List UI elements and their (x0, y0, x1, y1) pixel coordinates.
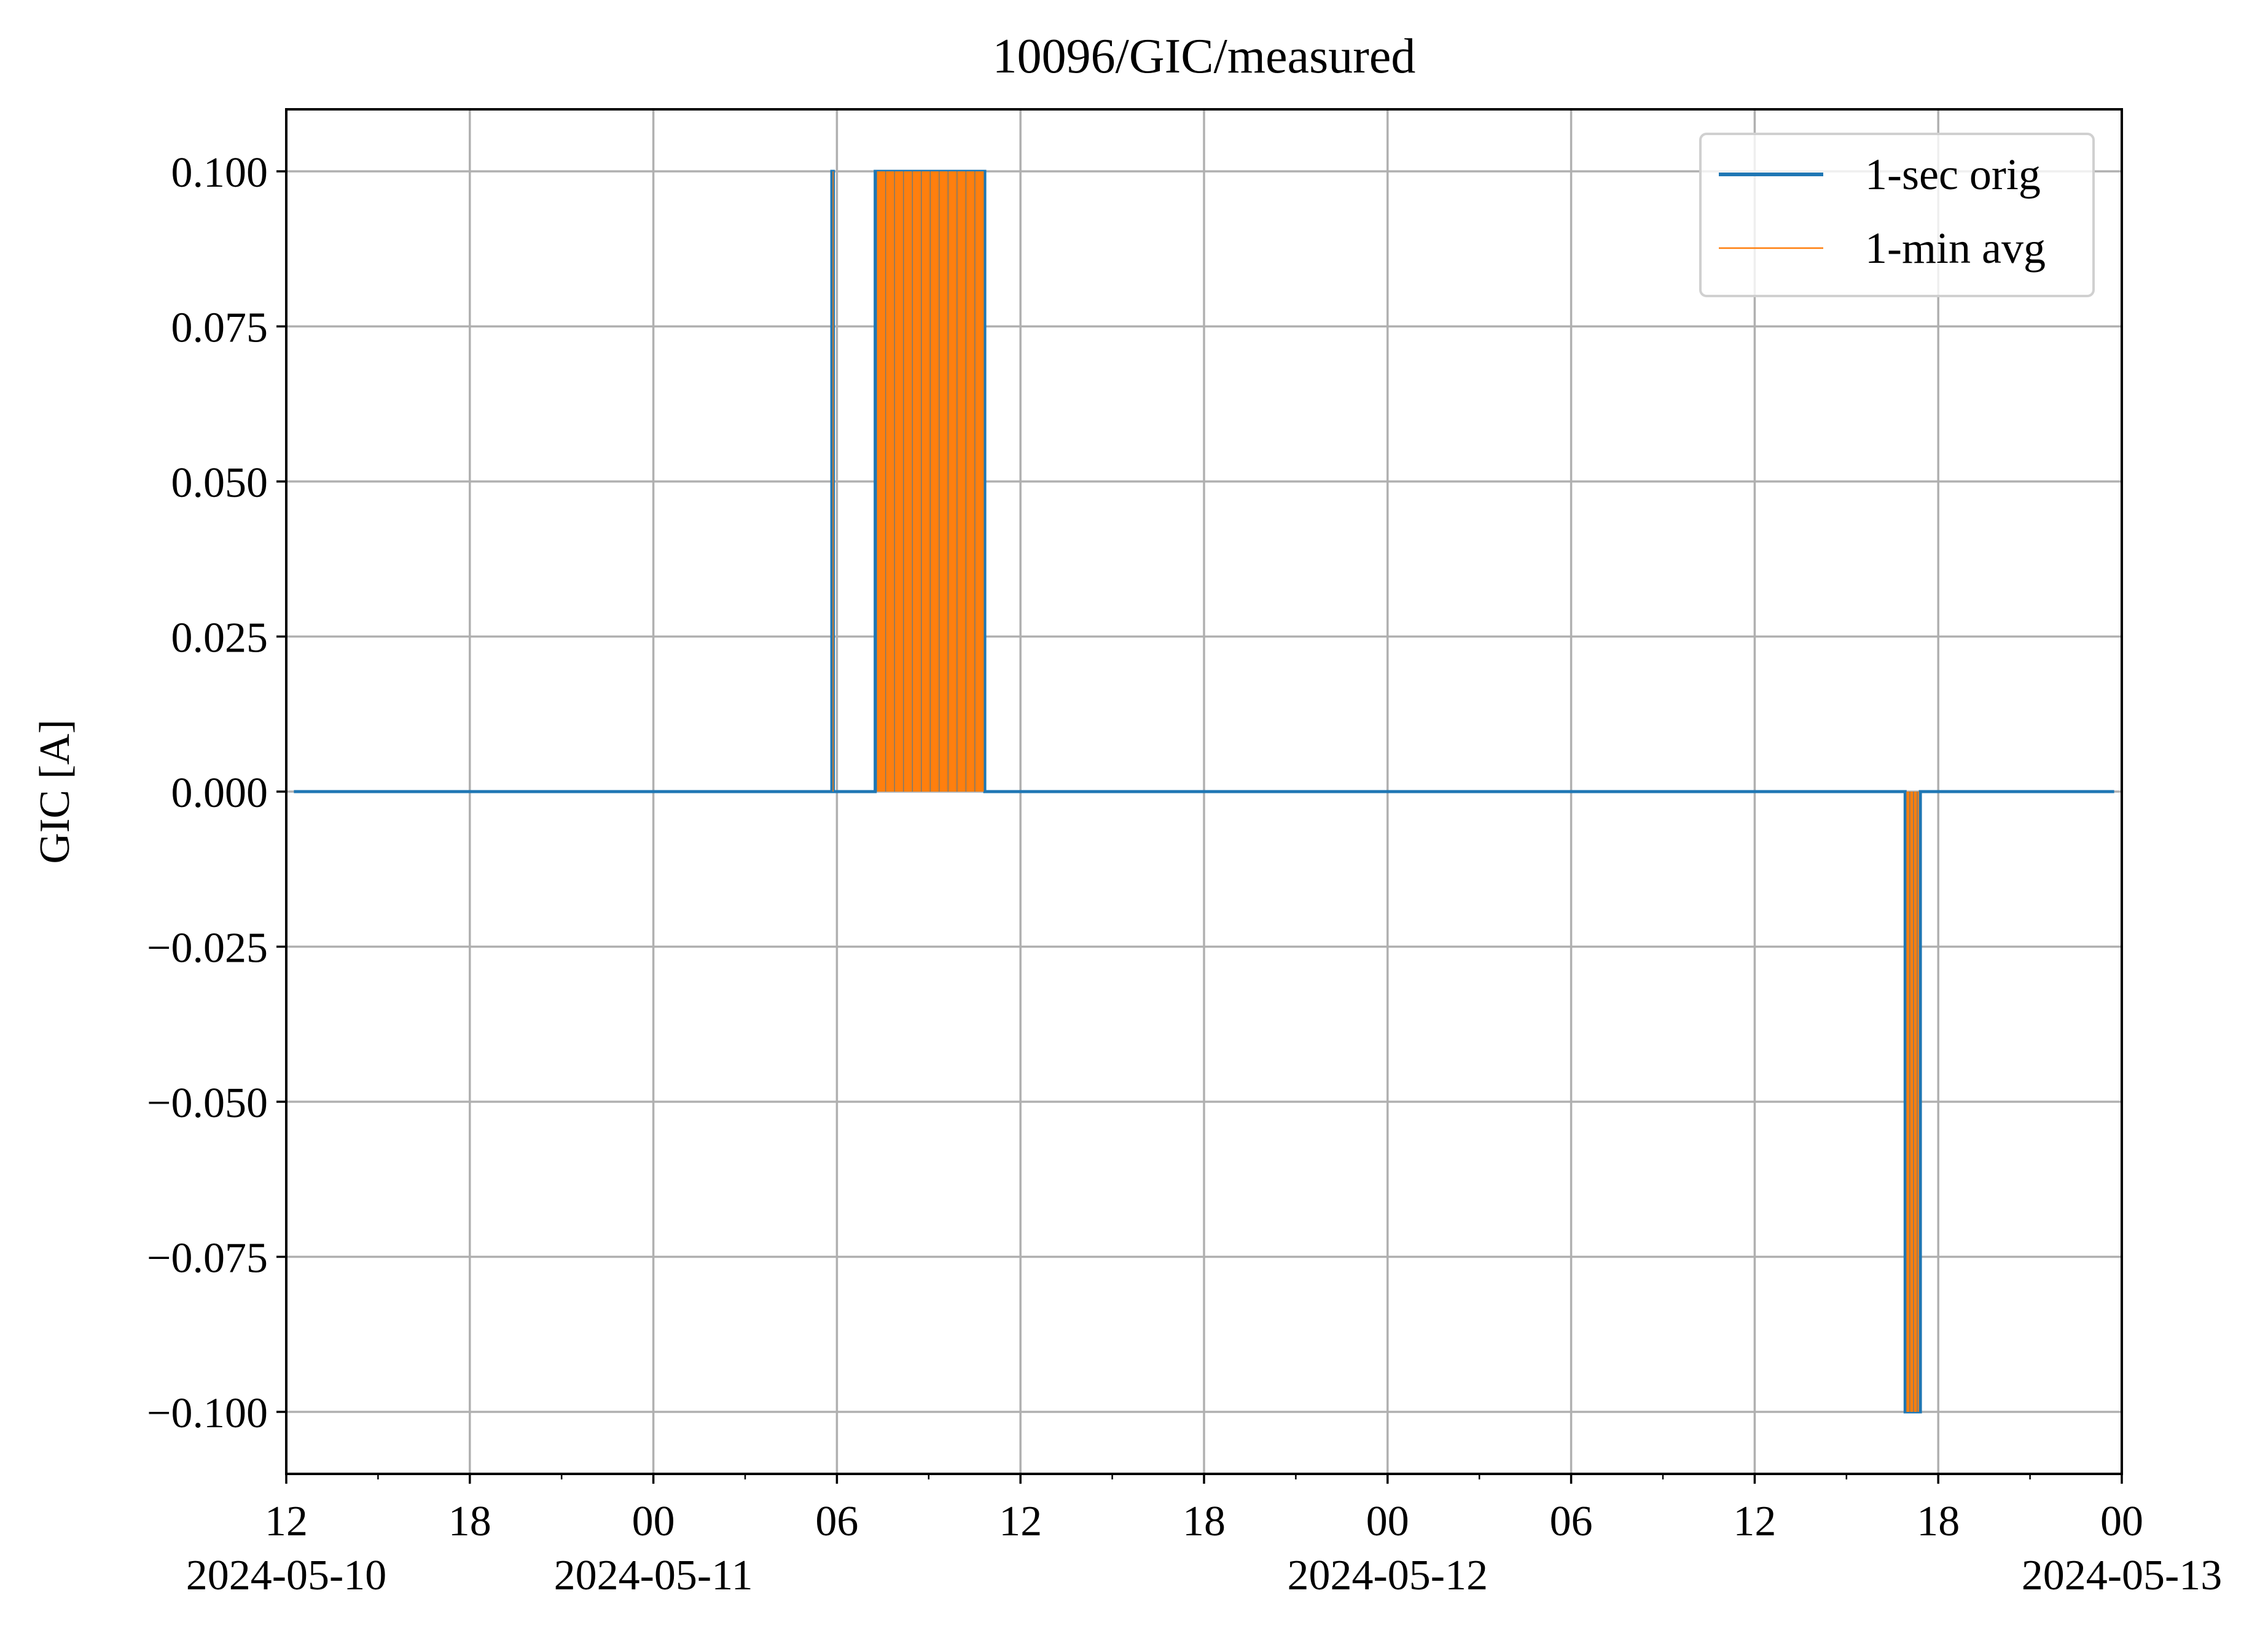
legend-label-1-min-avg: 1-min avg (1865, 224, 2046, 273)
x-axis-ticks: 12 2024-05-10 18 00 2024-05-11 06 12 18 00 2024-0… (186, 1474, 2223, 1599)
y-tick-label: −0.050 (147, 1080, 268, 1127)
y-tick-label: 0.000 (171, 769, 268, 817)
x-tick-hour-label: 12 (265, 1498, 308, 1545)
x-tick-hour-label: 00 (632, 1498, 675, 1545)
x-tick-hour-label: 00 (2100, 1498, 2143, 1545)
y-axis-label: GIC [A] (31, 719, 79, 863)
x-tick-hour-label: 00 (1366, 1498, 1409, 1545)
x-tick-date-label: 2024-05-13 (2022, 1552, 2223, 1599)
x-tick-date-label: 2024-05-12 (1287, 1552, 1488, 1599)
x-tick-hour-label: 12 (1733, 1498, 1776, 1545)
series-1-min-avg-band (1906, 792, 1919, 1412)
series-layer (294, 169, 2114, 1414)
x-tick-date-label: 2024-05-11 (554, 1552, 753, 1599)
x-tick-hour-label: 06 (815, 1498, 858, 1545)
y-tick-label: 0.075 (171, 305, 268, 352)
x-tick-hour-label: 18 (1917, 1498, 1960, 1545)
y-tick-label: 0.025 (171, 615, 268, 662)
chart-title: 10096/GIC/measured (993, 29, 1416, 84)
y-tick-label: −0.100 (147, 1390, 268, 1437)
y-tick-label: −0.075 (147, 1235, 268, 1282)
legend: 1-sec orig 1-min avg (1699, 133, 2095, 297)
y-axis-ticks: 0.100 0.075 0.050 0.025 0.000 −0.025 −0.050 −0.… (147, 149, 286, 1437)
series-1-min-avg-band (832, 171, 834, 792)
y-tick-label: 0.050 (171, 459, 268, 507)
x-tick-hour-label: 18 (1183, 1498, 1226, 1545)
x-tick-hour-label: 18 (448, 1498, 491, 1545)
legend-label-1-sec-orig: 1-sec orig (1865, 150, 2041, 199)
y-tick-label: −0.025 (147, 925, 268, 972)
x-tick-hour-label: 06 (1550, 1498, 1593, 1545)
y-tick-label: 0.100 (171, 149, 268, 197)
x-tick-hour-label: 12 (999, 1498, 1042, 1545)
x-tick-date-label: 2024-05-10 (186, 1552, 387, 1599)
